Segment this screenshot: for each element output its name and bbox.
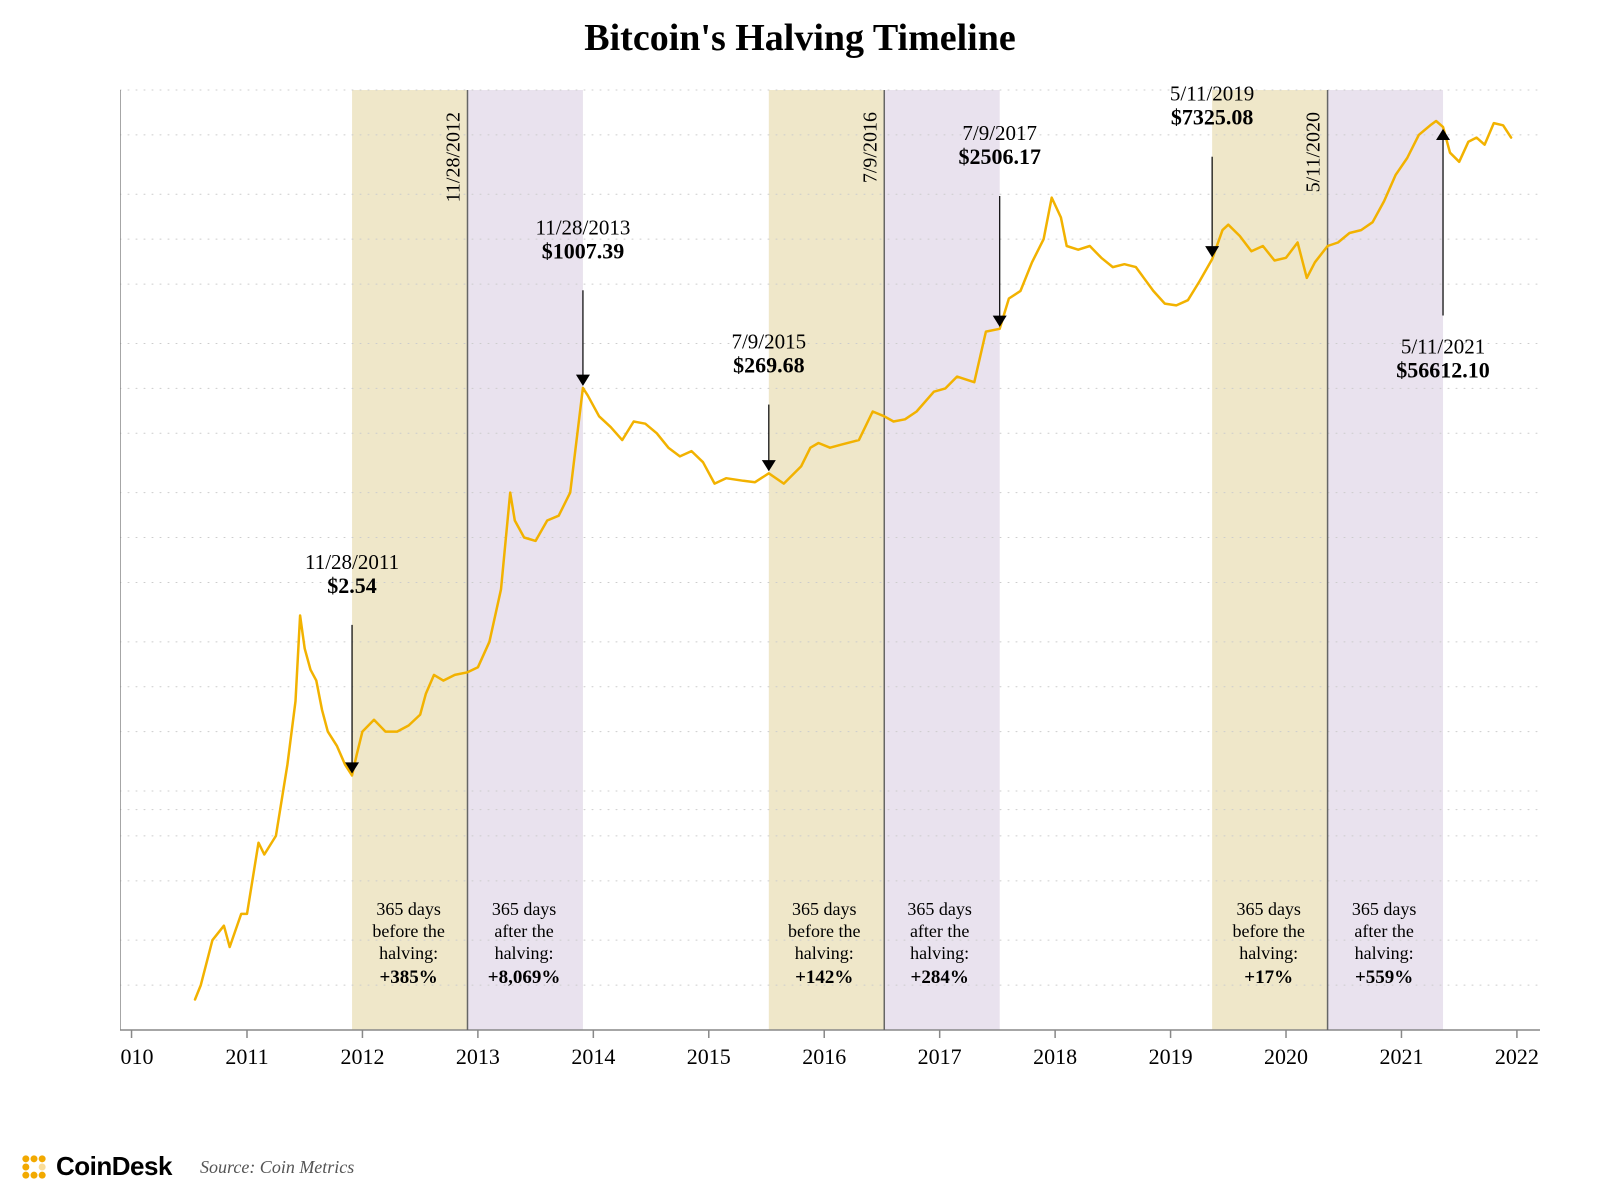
svg-text:365 days: 365 days [907, 899, 972, 919]
svg-text:2021: 2021 [1379, 1044, 1423, 1069]
svg-text:before the: before the [1232, 921, 1304, 941]
svg-text:2017: 2017 [918, 1044, 962, 1069]
svg-text:after the: after the [1354, 921, 1413, 941]
svg-text:+17%: +17% [1244, 967, 1293, 988]
svg-text:$269.68: $269.68 [733, 353, 805, 378]
svg-text:$7325.08: $7325.08 [1171, 105, 1254, 130]
svg-text:halving:: halving: [495, 943, 554, 963]
svg-text:halving:: halving: [795, 943, 854, 963]
svg-text:2012: 2012 [340, 1044, 384, 1069]
chart-container: Bitcoin's Halving Timeline $0$0$0$1$1$1$… [0, 0, 1600, 1200]
svg-text:7/9/2017: 7/9/2017 [962, 121, 1037, 145]
svg-text:+284%: +284% [911, 967, 969, 988]
chart-svg: $0$0$0$1$1$1$2$5$10$20$50$100$200$500$1,… [120, 80, 1560, 1100]
svg-text:$2.54: $2.54 [327, 573, 377, 598]
svg-text:11/28/2013: 11/28/2013 [535, 215, 630, 239]
svg-text:5/11/2021: 5/11/2021 [1401, 334, 1485, 358]
svg-text:+142%: +142% [795, 967, 853, 988]
svg-text:+385%: +385% [379, 967, 437, 988]
svg-text:$2506.17: $2506.17 [958, 144, 1040, 169]
svg-text:before the: before the [788, 921, 860, 941]
svg-text:7/9/2016: 7/9/2016 [859, 112, 881, 183]
svg-text:before the: before the [372, 921, 444, 941]
svg-text:2011: 2011 [225, 1044, 268, 1069]
svg-text:5/11/2020: 5/11/2020 [1303, 112, 1325, 192]
chart-title: Bitcoin's Halving Timeline [0, 0, 1600, 60]
svg-text:$1007.39: $1007.39 [542, 238, 625, 263]
logo: CoinDesk [20, 1151, 172, 1182]
svg-text:2016: 2016 [802, 1044, 846, 1069]
svg-text:halving:: halving: [910, 943, 969, 963]
source-label: Source: Coin Metrics [200, 1157, 354, 1178]
svg-text:2020: 2020 [1264, 1044, 1308, 1069]
svg-text:365 days: 365 days [492, 899, 557, 919]
svg-text:2022: 2022 [1495, 1044, 1539, 1069]
svg-text:2018: 2018 [1033, 1044, 1077, 1069]
chart-plot-area: $0$0$0$1$1$1$2$5$10$20$50$100$200$500$1,… [120, 80, 1560, 1100]
svg-text:after the: after the [494, 921, 553, 941]
svg-text:365 days: 365 days [792, 899, 857, 919]
svg-text:2013: 2013 [456, 1044, 500, 1069]
svg-text:365 days: 365 days [1236, 899, 1301, 919]
svg-text:halving:: halving: [1239, 943, 1298, 963]
coindesk-logo-icon [20, 1153, 48, 1181]
svg-text:+559%: +559% [1355, 967, 1413, 988]
svg-text:2010: 2010 [120, 1044, 154, 1069]
svg-text:after the: after the [910, 921, 969, 941]
svg-text:$56612.10: $56612.10 [1396, 357, 1490, 382]
svg-text:5/11/2019: 5/11/2019 [1170, 82, 1254, 106]
svg-text:7/9/2015: 7/9/2015 [731, 330, 806, 354]
svg-text:11/28/2011: 11/28/2011 [305, 550, 399, 574]
svg-text:365 days: 365 days [376, 899, 441, 919]
logo-text: CoinDesk [56, 1151, 172, 1182]
svg-text:2015: 2015 [687, 1044, 731, 1069]
svg-text:halving:: halving: [379, 943, 438, 963]
svg-text:365 days: 365 days [1352, 899, 1417, 919]
svg-text:halving:: halving: [1355, 943, 1414, 963]
svg-text:2019: 2019 [1149, 1044, 1193, 1069]
svg-text:11/28/2012: 11/28/2012 [442, 112, 464, 202]
svg-text:+8,069%: +8,069% [488, 967, 561, 988]
svg-text:2014: 2014 [571, 1044, 615, 1069]
